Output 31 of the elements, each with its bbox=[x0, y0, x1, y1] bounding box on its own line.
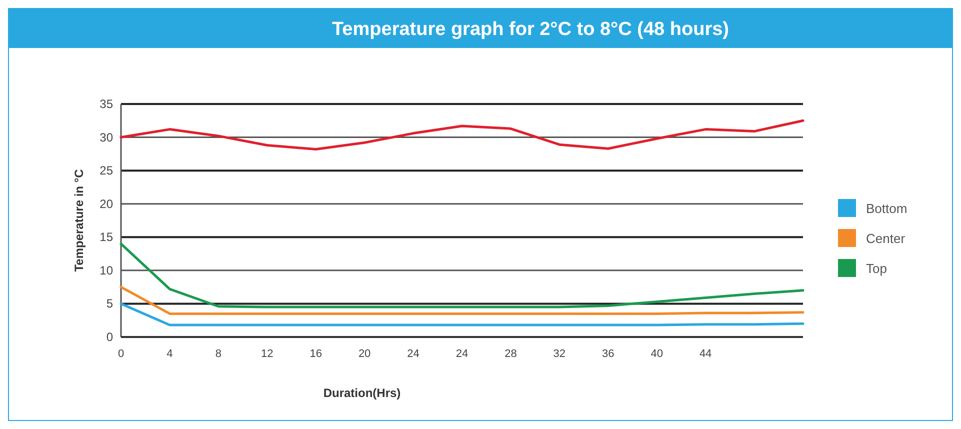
x-tick-label: 20 bbox=[358, 348, 371, 360]
x-tick-label: 8 bbox=[215, 348, 222, 360]
y-tick-label: 25 bbox=[100, 164, 114, 178]
x-tick-label: 32 bbox=[553, 348, 566, 360]
x-tick-label: 36 bbox=[602, 348, 614, 360]
x-tick-label: 44 bbox=[699, 348, 712, 360]
y-tick-label: 5 bbox=[106, 296, 114, 311]
x-tick-label: 24 bbox=[456, 348, 468, 360]
legend-label: Bottom bbox=[866, 201, 908, 216]
y-tick-label: 15 bbox=[100, 230, 114, 244]
chart-title: Temperature graph for 2°C to 8°C (48 hours) bbox=[332, 19, 730, 40]
y-axis-title: Temperature in °C bbox=[72, 168, 86, 272]
line-series bbox=[120, 302, 804, 326]
y-tick-label: 30 bbox=[100, 130, 114, 144]
x-tick-label: 28 bbox=[504, 348, 517, 360]
x-tick-label: 24 bbox=[407, 348, 420, 360]
x-tick-label: 16 bbox=[310, 348, 322, 360]
y-tick-label: 35 bbox=[100, 97, 114, 111]
y-tick-label: 0 bbox=[106, 330, 114, 344]
line-series bbox=[120, 286, 804, 315]
line-series bbox=[120, 119, 804, 151]
line-series bbox=[120, 242, 804, 308]
legend-label: Center bbox=[866, 231, 906, 246]
x-axis-title: Duration(Hrs) bbox=[323, 386, 401, 400]
y-tick-label: 20 bbox=[100, 196, 114, 211]
y-tick-label: 10 bbox=[100, 263, 114, 278]
x-tick-label: 40 bbox=[650, 348, 663, 360]
x-tick-label: 12 bbox=[261, 348, 274, 360]
x-tick-label: 0 bbox=[118, 348, 124, 360]
legend-label: Top bbox=[866, 261, 887, 276]
x-tick-label: 4 bbox=[166, 348, 173, 360]
